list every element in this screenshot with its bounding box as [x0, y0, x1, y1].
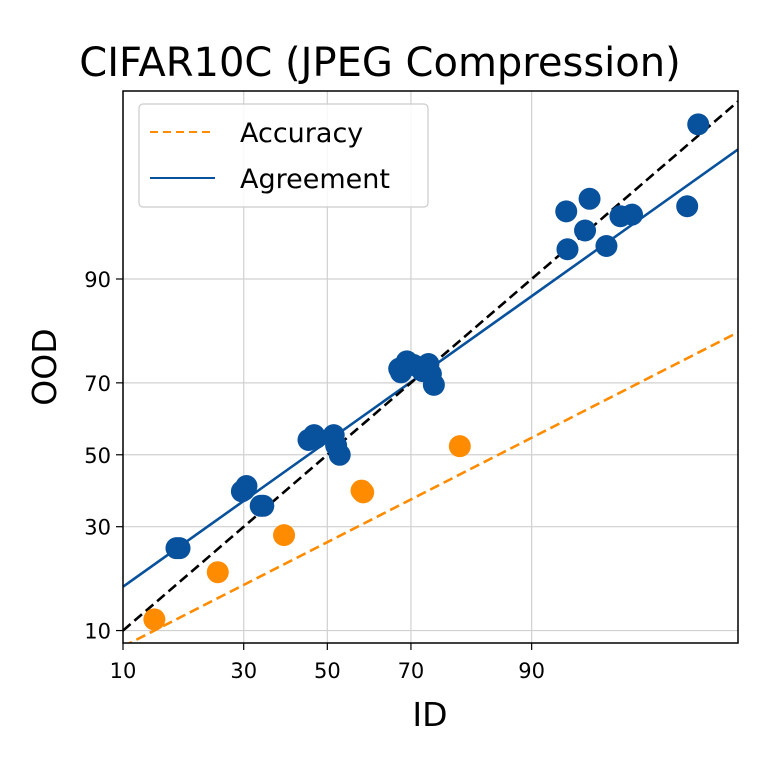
data-point-series-0 [352, 481, 375, 504]
data-point-series-1 [687, 113, 710, 136]
y-tick-label: 70 [84, 372, 111, 396]
data-point-series-0 [206, 561, 229, 584]
data-point-series-1 [556, 238, 579, 261]
x-tick-label: 50 [314, 659, 341, 683]
chart-title: CIFAR10C (JPEG Compression) [79, 40, 680, 86]
data-point-series-1 [328, 443, 351, 466]
data-point-series-0 [448, 435, 471, 458]
x-tick-label: 30 [230, 659, 257, 683]
data-point-series-1 [595, 235, 618, 258]
plot-frame [122, 90, 739, 644]
legend-label-accuracy: Accuracy [240, 118, 363, 149]
data-point-series-1 [422, 373, 445, 396]
x-tick-label: 10 [110, 659, 137, 683]
data-point-series-0 [143, 608, 166, 631]
data-point-series-1 [574, 219, 597, 242]
data-point-series-1 [233, 478, 256, 501]
data-point-series-1 [578, 187, 601, 210]
legend-label-agreement: Agreement [240, 164, 390, 195]
x-axis-label: ID [412, 695, 447, 734]
y-tick-label: 10 [84, 620, 111, 644]
data-point-series-1 [168, 537, 191, 560]
y-axis-label: OOD [25, 328, 64, 405]
y-tick-label: 90 [84, 268, 111, 292]
data-points [143, 113, 710, 631]
x-axis-ticks: 10 30 50 70 90 [110, 643, 545, 683]
series-line-0 [127, 331, 738, 643]
data-point-series-1 [252, 494, 275, 517]
data-point-series-0 [273, 524, 296, 547]
y-tick-label: 30 [84, 516, 111, 540]
data-point-series-1 [676, 195, 699, 218]
legend-box [138, 103, 429, 208]
x-tick-label: 70 [398, 659, 425, 683]
legend: Accuracy Agreement [138, 103, 429, 208]
data-point-series-1 [305, 426, 328, 449]
data-point-series-1 [621, 203, 644, 226]
x-tick-label: 90 [518, 659, 545, 683]
y-tick-label: 50 [84, 444, 111, 468]
y-axis-ticks: 10 30 50 70 90 [84, 268, 123, 644]
data-point-series-1 [555, 200, 578, 223]
